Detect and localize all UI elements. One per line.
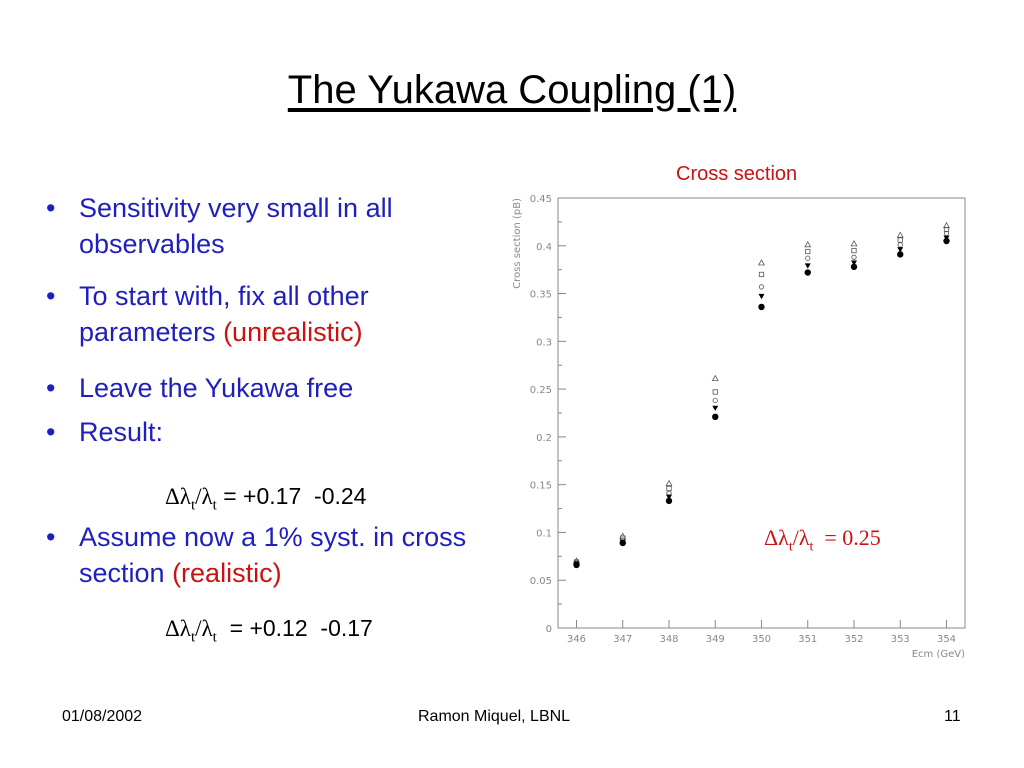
data-point-circle-open [851, 254, 857, 260]
slide-title: The Yukawa Coupling (1) [287, 68, 737, 112]
data-point-triangle-open [896, 231, 904, 238]
data-point-circle-filled [619, 539, 626, 547]
formula-value: = +0.12 -0.17 [216, 615, 373, 641]
data-point-square-open [805, 248, 811, 255]
y-tick-label: 0.45 [530, 194, 552, 205]
realistic-formula: Δλt/λt = +0.12 -0.17 [165, 615, 373, 647]
data-point-square-open [943, 226, 950, 233]
x-tick-label: 346 [567, 634, 586, 645]
data-point-circle-filled [804, 269, 811, 276]
data-point-square-open [851, 247, 857, 254]
annotation-subscript: t [809, 539, 814, 555]
formula-symbol: Δλ [165, 484, 191, 509]
plot-frame [557, 197, 966, 629]
bullet-text: Result: [79, 417, 164, 447]
bullet-text: Assume now a 1% syst. in cross section [79, 522, 467, 588]
data-point-square-open [897, 237, 903, 243]
bullet-dot: • [46, 193, 56, 223]
footer-date: 01/08/2002 [62, 708, 143, 725]
formula-slash: /λ [195, 484, 213, 509]
data-point-circle-filled [712, 413, 719, 421]
data-point-circle-open [805, 255, 811, 261]
data-point-circle-open [897, 242, 903, 248]
x-tick-label: 354 [937, 634, 956, 645]
x-tick-label: 351 [798, 634, 817, 645]
data-point-triangle-open [758, 259, 765, 266]
bullet-item: • Sensitivity very small in all observab… [46, 190, 496, 262]
chart-annotation: Δλt/λt = 0.25 [764, 525, 881, 555]
footer-page-number: 11 [944, 708, 961, 725]
bullet-highlight: (realistic) [172, 558, 282, 588]
x-tick-label: 348 [659, 634, 678, 645]
data-point-circle-filled [850, 263, 858, 270]
data-point-circle-open [758, 284, 765, 290]
data-point-circle-filled [897, 251, 904, 258]
formula-symbol: Δλ [165, 616, 191, 641]
data-point-triangle-down-filled [758, 293, 765, 300]
y-tick-label: 0.15 [530, 481, 552, 492]
bullet-highlight: (unrealistic) [223, 317, 363, 347]
x-axis-label: Ecm (GeV) [912, 649, 965, 660]
data-point-triangle-down-filled [666, 494, 672, 500]
annotation-subscript: t [788, 539, 793, 555]
data-point-square-open [712, 389, 718, 395]
data-point-square-open [758, 271, 765, 278]
bullet-item: • Result: [46, 414, 496, 450]
x-tick-label: 350 [752, 634, 771, 645]
data-point-circle-filled [943, 237, 950, 245]
bullet-dot: • [46, 373, 56, 403]
data-point-triangle-open [665, 479, 673, 487]
data-point-triangle-down-filled [851, 260, 857, 266]
y-tick-label: 0.35 [530, 290, 552, 301]
bullet-dot: • [46, 522, 56, 552]
bullet-text: Sensitivity very small in all observable… [79, 193, 393, 259]
x-tick-label: 349 [706, 634, 725, 645]
y-tick-label: 0 [546, 624, 552, 635]
data-point-triangle-open [850, 240, 858, 247]
y-tick-label: 0.25 [530, 385, 552, 396]
formula-slash: /λ [195, 616, 213, 641]
y-tick-label: 0.05 [530, 576, 552, 587]
x-tick-label: 352 [844, 634, 863, 645]
annotation-value: = 0.25 [813, 525, 881, 550]
formula-subscript: t [190, 629, 196, 646]
y-axis-label: Cross section (pB) [512, 198, 523, 289]
y-tick-label: 0.4 [536, 242, 552, 253]
x-tick-label: 353 [891, 634, 910, 645]
formula-subscript: t [190, 497, 196, 514]
bullet-item: • Leave the Yukawa free [46, 370, 496, 406]
result-formula: Δλt/λt = +0.17 -0.24 [165, 483, 366, 515]
bullet-item: • Assume now a 1% syst. in cross section… [46, 519, 496, 591]
x-tick-label: 347 [613, 634, 632, 645]
data-point-triangle-down-filled [712, 405, 719, 412]
bullet-dot: • [46, 417, 56, 447]
data-point-circle-open [712, 397, 718, 404]
data-point-circle-open [943, 230, 950, 236]
annotation-slash: /λ [792, 525, 810, 550]
bullet-text: To start with, fix all other parameters [79, 281, 369, 347]
bullet-item: • To start with, fix all other parameter… [46, 278, 496, 350]
y-tick-label: 0.2 [536, 433, 552, 444]
footer-author: Ramon Miquel, LBNL [418, 708, 571, 725]
data-point-triangle-open [804, 241, 812, 248]
bullet-dot: • [46, 281, 56, 311]
bullet-text: Leave the Yukawa free [79, 373, 354, 403]
data-point-triangle-open [711, 374, 719, 382]
chart-caption: Cross section [676, 163, 798, 185]
cross-section-chart: 0 0.05 0.1 0.15 0.2 0.25 0.3 0.35 0.4 0.45 346 347 3… [512, 194, 966, 660]
y-tick-label: 0.3 [536, 337, 552, 348]
data-point-circle-filled [758, 303, 765, 311]
data-point-square-open [666, 485, 672, 492]
formula-subscript: t [212, 629, 217, 646]
y-tick-label: 0.1 [536, 528, 552, 539]
data-point-triangle-down-filled [897, 247, 904, 253]
bullet-list: • Sensitivity very small in all observab… [46, 190, 496, 591]
data-point-triangle-down-filled [804, 263, 811, 269]
data-point-circle-filled [665, 497, 673, 505]
formula-value: = +0.17 -0.24 [216, 483, 367, 509]
formula-subscript: t [212, 497, 217, 514]
annotation-symbol: Δλ [764, 525, 789, 550]
data-point-circle-filled [573, 561, 580, 569]
